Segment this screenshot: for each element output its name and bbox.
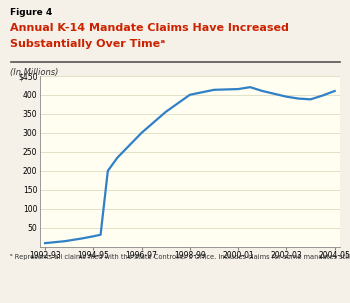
Text: Substantially Over Timeᵃ: Substantially Over Timeᵃ <box>10 39 166 49</box>
Text: Annual K-14 Mandate Claims Have Increased: Annual K-14 Mandate Claims Have Increase… <box>10 23 289 33</box>
Text: Figure 4: Figure 4 <box>10 8 53 17</box>
Text: (In Millions): (In Millions) <box>10 68 59 77</box>
Text: ᵃ Represents all claims filed with the State Controller’s Office. Includes claim: ᵃ Represents all claims filed with the S… <box>10 254 350 260</box>
